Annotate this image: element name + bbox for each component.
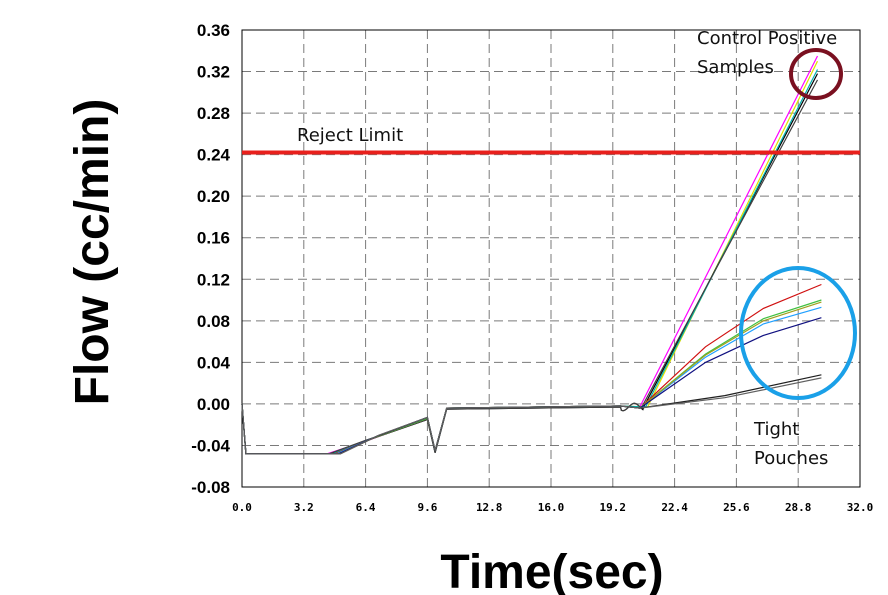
x-tick-label: 9.6 — [417, 501, 437, 514]
x-axis-ticks: 0.0 3.2 6.4 9.6 12.8 16.0 19.2 22.4 25.6 28.8 32.0 — [232, 501, 873, 514]
y-tick-label: -0.08 — [191, 478, 230, 497]
tight-pouches-circle — [739, 266, 857, 400]
x-tick-label: 12.8 — [476, 501, 503, 514]
x-tick-label: 32.0 — [847, 501, 874, 514]
tight-pouch-series-line — [241, 377, 822, 455]
x-tick-label: 16.0 — [538, 501, 565, 514]
tight-pouches-label: Tight Pouches — [753, 419, 828, 469]
control-positive-label-line2: Samples — [697, 57, 774, 78]
y-tick-label: 0.08 — [197, 312, 230, 331]
y-tick-label: 0.12 — [197, 270, 230, 289]
plot-frame — [241, 29, 861, 488]
grid-lines — [241, 29, 861, 488]
tight-pouch-series-line — [241, 374, 822, 455]
tight-pouch-series-line — [241, 301, 822, 455]
x-axis-title: Time(sec) — [440, 546, 663, 595]
tight-pouch-series-line — [241, 283, 822, 455]
y-tick-label: 0.04 — [197, 353, 231, 372]
reject-limit-label: Reject Limit — [297, 125, 403, 146]
y-tick-label: 0.32 — [197, 63, 230, 82]
y-tick-label: 0.20 — [197, 187, 230, 206]
x-tick-label: 19.2 — [600, 501, 627, 514]
y-tick-label: 0.00 — [197, 395, 230, 414]
x-tick-label: 25.6 — [723, 501, 750, 514]
y-tick-label: 0.36 — [197, 21, 230, 40]
tight-pouch-series-line — [241, 306, 822, 455]
y-axis-title: Flow (cc/min) — [66, 99, 119, 406]
x-tick-label: 28.8 — [785, 501, 812, 514]
x-tick-label: 0.0 — [232, 501, 252, 514]
control-positive-label: Control Positive Samples — [697, 28, 843, 78]
y-tick-label: 0.24 — [197, 146, 231, 165]
tight-pouches-label-line2: Pouches — [754, 448, 828, 469]
y-tick-label: -0.04 — [191, 436, 230, 455]
y-tick-label: 0.16 — [197, 229, 230, 248]
x-tick-label: 6.4 — [356, 501, 376, 514]
control-positive-circle — [789, 48, 843, 100]
x-tick-label: 22.4 — [661, 501, 688, 514]
tight-pouch-series-line — [241, 299, 822, 455]
data-series — [241, 55, 822, 455]
tight-pouches-label-line1: Tight — [753, 419, 799, 440]
control-positive-series-line — [241, 60, 819, 455]
control-positive-label-line1: Control Positive — [697, 28, 837, 49]
y-tick-label: 0.28 — [197, 104, 230, 123]
x-tick-label: 3.2 — [294, 501, 314, 514]
y-axis-ticks: 0.36 0.32 0.28 0.24 0.20 0.16 0.12 0.08 0.04 0.00… — [191, 21, 230, 497]
